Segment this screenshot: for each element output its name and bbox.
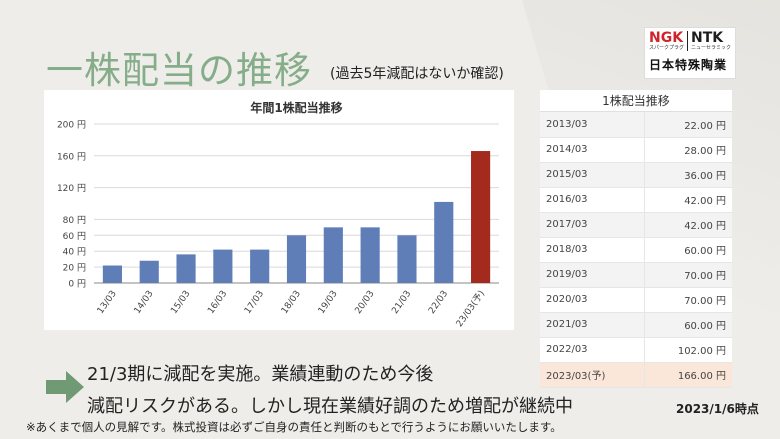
x-tick-label: 23/03(予) bbox=[454, 288, 487, 329]
table-cell-period: 2013/03 bbox=[540, 112, 645, 138]
y-tick-label: 200 円 bbox=[57, 120, 86, 131]
table-row: 2013/03 22.00 円 bbox=[540, 112, 732, 138]
table-row: 2018/03 60.00 円 bbox=[540, 237, 732, 263]
table-row: 2014/03 28.00 円 bbox=[540, 137, 732, 163]
x-tick-label: 18/03 bbox=[280, 289, 303, 316]
as-of-date: 2023/1/6時点 bbox=[676, 402, 759, 416]
table-row: 2022/03 102.00 円 bbox=[540, 337, 732, 363]
table-cell-value: 102.00 円 bbox=[643, 337, 732, 363]
page-subtitle: (過去5年減配はないか確認) bbox=[330, 66, 504, 82]
x-tick-label: 22/03 bbox=[427, 289, 450, 316]
table-row: 2019/03 70.00 円 bbox=[540, 262, 732, 288]
y-tick-label: 120 円 bbox=[57, 183, 86, 194]
y-tick-label: 160 円 bbox=[57, 151, 86, 162]
dividend-chart: 年間1株配当推移 0 円 20 円 40 円 60 円 80 円 120 円 160 円 200… bbox=[44, 90, 514, 330]
table-cell-value: 70.00 円 bbox=[643, 287, 732, 313]
x-tick-label: 16/03 bbox=[206, 289, 229, 316]
y-tick-label: 80 円 bbox=[63, 215, 86, 226]
table-row: 2020/03 70.00 円 bbox=[540, 287, 732, 313]
logo-company-name: 日本特殊陶業 bbox=[649, 58, 728, 72]
logo-ngk: NGK bbox=[649, 30, 684, 46]
company-logo: NGK スパークプラグ NTK ニューセラミック 日本特殊陶業 bbox=[644, 27, 736, 79]
table-cell-period: 2023/03(予) bbox=[540, 362, 645, 388]
table-row: 2017/03 42.00 円 bbox=[540, 212, 732, 238]
bar bbox=[323, 227, 343, 283]
table-cell-period: 2021/03 bbox=[540, 312, 645, 338]
table-cell-value: 70.00 円 bbox=[643, 262, 732, 288]
logo-ngk-sub: スパークプラグ bbox=[649, 45, 685, 51]
bar bbox=[139, 260, 159, 283]
logo-ntk: NTK bbox=[690, 30, 724, 46]
chart-title: 年間1株配当推移 bbox=[250, 100, 342, 115]
bar bbox=[102, 265, 122, 283]
table-cell-period: 2018/03 bbox=[540, 237, 645, 263]
bar bbox=[360, 227, 380, 283]
x-tick-label: 20/03 bbox=[354, 289, 377, 316]
table-cell-period: 2014/03 bbox=[540, 137, 645, 163]
y-tick-label: 20 円 bbox=[63, 263, 86, 274]
dividend-table-grid: 2013/03 22.00 円 2014/03 28.00 円 2015/03 36.00… bbox=[540, 112, 732, 388]
table-row: 2021/03 60.00 円 bbox=[540, 312, 732, 338]
table-cell-value: 36.00 円 bbox=[643, 162, 732, 188]
table-row: 2015/03 36.00 円 bbox=[540, 162, 732, 188]
dividend-chart-svg: 年間1株配当推移 0 円 20 円 40 円 60 円 80 円 120 円 160 円 200… bbox=[57, 100, 499, 329]
bar bbox=[176, 254, 196, 283]
x-tick-label: 15/03 bbox=[169, 289, 192, 316]
bar bbox=[397, 235, 417, 283]
x-tick-label: 14/03 bbox=[133, 289, 156, 316]
body-text-line2: 減配リスクがある。しかし現在業績好調のため増配が継続中 bbox=[87, 396, 573, 417]
table-cell-period: 2019/03 bbox=[540, 262, 645, 288]
bar bbox=[434, 201, 454, 283]
disclaimer-note: ※あくまで個人の見解です。株式投資は必ずご自身の責任と判断のもとで行うようにお願… bbox=[26, 420, 562, 434]
table-cell-value: 60.00 円 bbox=[643, 312, 732, 338]
table-cell-value: 28.00 円 bbox=[643, 137, 732, 163]
body-text-line1: 21/3期に減配を実施。業績連動のため今後 bbox=[87, 364, 434, 385]
table-row: 2016/03 42.00 円 bbox=[540, 187, 732, 213]
y-tick-label: 0 円 bbox=[68, 279, 86, 290]
x-tick-label: 13/03 bbox=[96, 289, 119, 316]
y-tick-label: 40 円 bbox=[63, 247, 86, 258]
x-tick-label: 19/03 bbox=[317, 289, 340, 316]
y-tick-label: 60 円 bbox=[63, 231, 86, 242]
page-title: 一株配当の推移 bbox=[46, 49, 312, 92]
x-tick-label: 21/03 bbox=[390, 289, 413, 316]
table-cell-value: 42.00 円 bbox=[643, 187, 732, 213]
bar bbox=[286, 235, 307, 283]
table-cell-period: 2020/03 bbox=[540, 287, 645, 313]
logo-divider bbox=[687, 31, 688, 51]
table-cell-value: 42.00 円 bbox=[643, 212, 732, 238]
bar bbox=[250, 249, 270, 283]
right-arrow-icon bbox=[46, 371, 84, 403]
dividend-table: 1株配当推移 2013/03 22.00 円 2014/03 28.00 円 2015/… bbox=[540, 90, 732, 388]
table-row: 2023/03(予) 166.00 円 bbox=[540, 362, 732, 388]
x-tick-label: 17/03 bbox=[243, 289, 266, 316]
logo-ntk-sub: ニューセラミック bbox=[690, 45, 731, 51]
table-cell-value: 60.00 円 bbox=[643, 237, 732, 263]
table-cell-period: 2022/03 bbox=[540, 337, 645, 363]
bar bbox=[471, 151, 491, 283]
table-cell-value: 166.00 円 bbox=[643, 362, 732, 388]
table-cell-period: 2017/03 bbox=[540, 212, 645, 238]
table-header: 1株配当推移 bbox=[540, 90, 732, 112]
bar bbox=[213, 249, 233, 283]
table-cell-period: 2016/03 bbox=[540, 187, 645, 213]
table-cell-period: 2015/03 bbox=[540, 162, 645, 188]
table-cell-value: 22.00 円 bbox=[643, 112, 732, 138]
